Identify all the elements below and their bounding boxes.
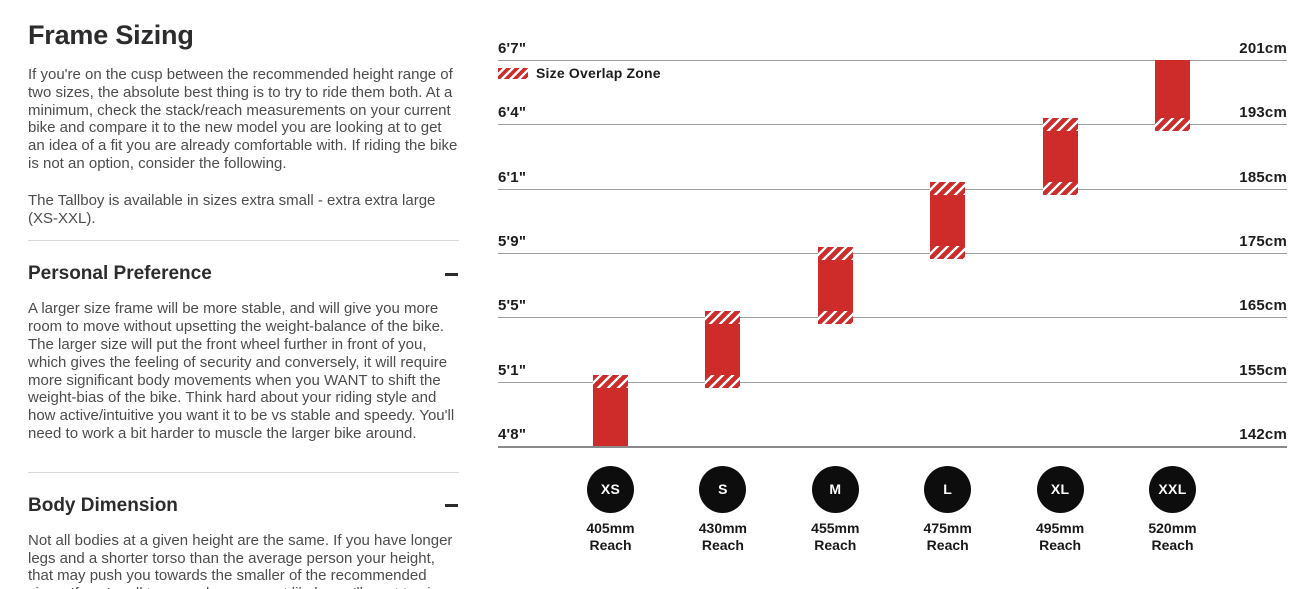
axis-tick-cm: 201cm — [1239, 40, 1287, 57]
reach-value: 495mm — [1035, 520, 1085, 536]
reach-caption: Reach — [1151, 537, 1194, 553]
axis-tick-cm: 175cm — [1239, 233, 1287, 250]
axis-tick-cm: 185cm — [1239, 168, 1287, 186]
size-bar-s — [705, 310, 741, 389]
axis-tick-cm: 165cm — [1239, 297, 1287, 315]
axis-tick-imperial: 5'9" — [498, 233, 527, 250]
gridline — [498, 188, 1287, 190]
article-column: Frame Sizing If you're on the cusp betwe… — [28, 20, 459, 589]
axis-tick-imperial: 5'5" — [498, 297, 527, 315]
section-toggle-personal-preference[interactable]: Personal Preference — [28, 263, 459, 285]
reach-value: 475mm — [923, 520, 972, 536]
gridline — [498, 253, 1287, 254]
axis-tick-imperial: 5'1" — [498, 361, 527, 379]
gridline — [498, 60, 1287, 61]
overlap-zone-hatch — [1042, 117, 1078, 131]
overlap-zone-hatch — [705, 375, 741, 389]
size-badge-s: S — [699, 465, 747, 513]
overlap-zone-hatch — [930, 246, 966, 260]
reach-value: 455mm — [811, 520, 860, 536]
size-badge-xl: XL — [1036, 465, 1084, 513]
reach-label-s: 430mm Reach — [663, 520, 783, 554]
intro-paragraph: If you're on the cusp between the recomm… — [28, 66, 458, 172]
axis-tick-imperial: 6'4" — [498, 104, 527, 122]
section-body: A larger size frame will be more stable,… — [28, 300, 455, 442]
reach-caption: Reach — [814, 537, 857, 553]
reach-value: 405mm — [586, 520, 635, 536]
size-bar-m — [817, 246, 853, 324]
reach-value: 430mm — [698, 520, 748, 536]
collapse-minus-icon[interactable] — [445, 504, 458, 508]
size-bar-xl — [1042, 117, 1078, 196]
section-heading: Body Dimension — [28, 494, 178, 516]
size-overlap-zone-swatch-icon — [498, 67, 528, 79]
gridline — [498, 317, 1287, 319]
size-badge-xxl: XXL — [1149, 465, 1196, 513]
reach-caption: Reach — [926, 537, 969, 553]
size-bar-xs — [593, 375, 628, 446]
legend-label: Size Overlap Zone — [536, 65, 661, 81]
axis-tick-cm: 193cm — [1239, 104, 1287, 122]
gridline — [498, 381, 1287, 383]
reach-label-m: 455mm Reach — [775, 520, 895, 554]
overlap-zone-hatch — [1155, 117, 1190, 131]
overlap-zone-hatch — [817, 246, 853, 260]
reach-value: 520mm — [1148, 520, 1197, 536]
gridline — [498, 124, 1287, 126]
size-badge-m: M — [811, 465, 859, 513]
reach-caption: Reach — [589, 537, 632, 553]
section-heading: Personal Preference — [28, 263, 212, 285]
axis-tick-cm: 142cm — [1239, 426, 1287, 443]
axis-tick-imperial: 6'1" — [498, 168, 527, 186]
reach-caption: Reach — [701, 537, 744, 553]
overlap-zone-hatch — [593, 375, 628, 389]
size-bar-xxl — [1155, 60, 1190, 131]
reach-label-l: 475mm Reach — [888, 520, 1008, 554]
chart-legend: Size Overlap Zone — [498, 65, 661, 81]
axis-tick-imperial: 4'8" — [498, 426, 527, 443]
axis-tick-cm: 155cm — [1239, 361, 1287, 379]
section-personal-preference: Personal Preference A larger size frame … — [28, 240, 459, 442]
reach-label-xl: 495mm Reach — [1000, 520, 1120, 554]
overlap-zone-hatch — [817, 310, 853, 324]
page-title: Frame Sizing — [28, 20, 194, 50]
size-badge-l: L — [924, 465, 972, 513]
reach-label-xs: 405mm Reach — [551, 520, 671, 554]
section-body-dimension: Body Dimension Not all bodies at a given… — [28, 471, 459, 589]
overlap-zone-hatch — [930, 182, 966, 196]
size-badge-xs: XS — [587, 465, 634, 513]
overlap-zone-hatch — [1042, 182, 1078, 196]
overlap-zone-hatch — [705, 310, 741, 324]
gridline — [498, 446, 1287, 448]
section-toggle-body-dimension[interactable]: Body Dimension — [28, 495, 459, 517]
reach-caption: Reach — [1039, 537, 1082, 553]
axis-tick-imperial: 6'7" — [498, 40, 527, 57]
collapse-minus-icon[interactable] — [445, 272, 458, 276]
size-bar-l — [930, 182, 966, 260]
reach-label-xxl: 520mm Reach — [1113, 520, 1233, 554]
section-body: Not all bodies at a given height are the… — [28, 531, 453, 589]
availability-paragraph: The Tallboy is available in sizes extra … — [28, 191, 436, 227]
